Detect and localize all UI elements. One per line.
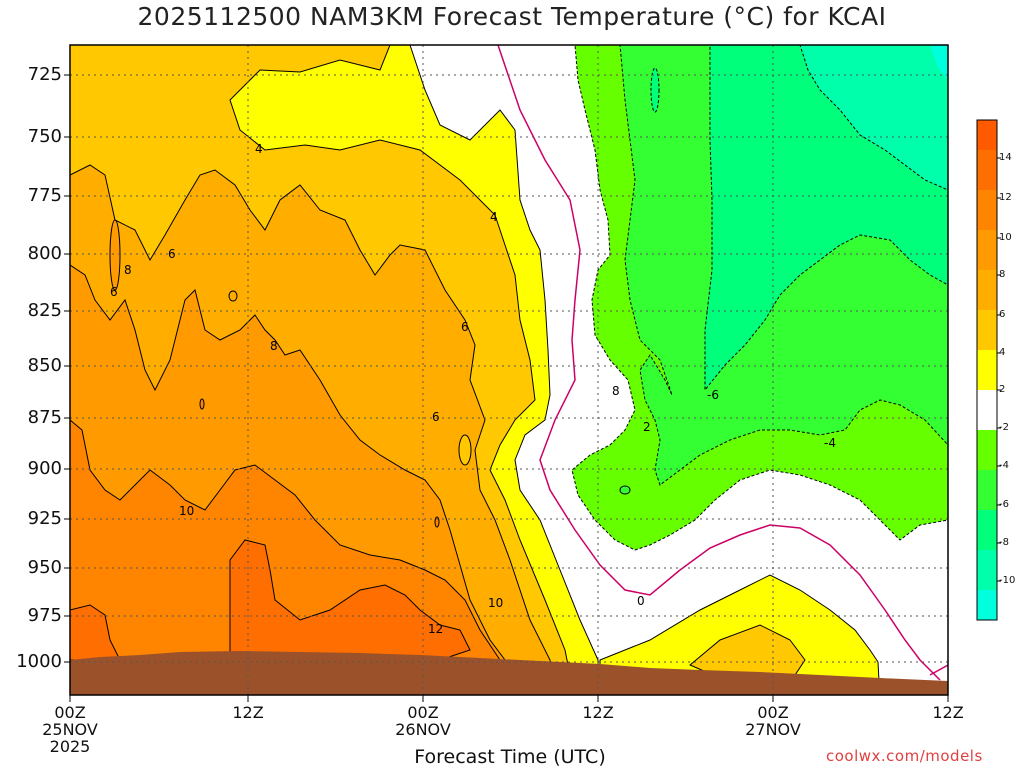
colorbar-band bbox=[977, 350, 997, 390]
band-below-minus-10 bbox=[930, 45, 948, 80]
y-tick-label: 1000 bbox=[16, 651, 62, 672]
colorbar-band bbox=[977, 270, 997, 310]
y-ticks bbox=[64, 74, 70, 663]
contour-label: 6 bbox=[432, 410, 440, 424]
colorbar-band bbox=[977, 470, 997, 510]
credit-link[interactable]: coolwx.com/models bbox=[826, 747, 983, 765]
colorbar-label: -2 bbox=[999, 422, 1009, 433]
contour-label: -6 bbox=[707, 388, 719, 402]
y-tick-label: 950 bbox=[27, 557, 62, 578]
colorbar-label: 6 bbox=[999, 309, 1006, 320]
x-tick-date: 27NOV bbox=[745, 720, 801, 739]
contour-label: 2 bbox=[643, 420, 651, 434]
chart-title: 2025112500 NAM3KM Forecast Temperature (… bbox=[137, 2, 887, 31]
y-tick-label: 825 bbox=[27, 300, 62, 321]
colorbar-band bbox=[977, 510, 997, 550]
colorbar-band bbox=[977, 120, 997, 150]
contour-label: 8 bbox=[612, 384, 620, 398]
y-tick-label: 925 bbox=[27, 508, 62, 529]
contour-label: -4 bbox=[824, 436, 836, 450]
y-tick-label: 725 bbox=[27, 64, 62, 85]
contour-label: 4 bbox=[490, 210, 498, 224]
x-tick-time: 12Z bbox=[232, 703, 264, 722]
x-tick-label: 12Z bbox=[568, 704, 628, 721]
colorbar-band bbox=[977, 190, 997, 230]
zero-contour bbox=[497, 45, 941, 681]
band-12-14 bbox=[70, 539, 471, 661]
colorbar-label: -6 bbox=[999, 499, 1009, 510]
y-tick-label: 875 bbox=[27, 407, 62, 428]
contour-label: 6 bbox=[110, 285, 118, 299]
x-tick-time: 00Z bbox=[757, 703, 789, 722]
colorbar-band bbox=[977, 390, 997, 430]
colorbar-label: -10 bbox=[999, 575, 1016, 586]
colorbar bbox=[976, 119, 1001, 621]
x-tick-date: 26NOV bbox=[395, 720, 451, 739]
colorbar-band bbox=[977, 150, 997, 190]
y-tick-label: 900 bbox=[27, 458, 62, 479]
x-tick-time: 00Z bbox=[54, 703, 86, 722]
colorbar-band bbox=[977, 430, 997, 470]
x-tick-time: 00Z bbox=[407, 703, 439, 722]
x-axis-title: Forecast Time (UTC) bbox=[414, 746, 606, 768]
colorbar-label: -8 bbox=[999, 537, 1009, 548]
contour-blob bbox=[619, 485, 631, 495]
zero-contour-lower bbox=[929, 664, 948, 676]
x-tick-label: 00Z 26NOV bbox=[393, 704, 453, 738]
colorbar-band bbox=[977, 590, 997, 620]
contour-blob bbox=[458, 434, 472, 466]
contour-label: 10 bbox=[179, 504, 195, 518]
y-tick-label: 775 bbox=[27, 185, 62, 206]
contour-label: 8 bbox=[124, 263, 132, 277]
grid bbox=[70, 45, 948, 695]
x-tick-label: 00Z 27NOV bbox=[743, 704, 803, 738]
colorbar-label: 2 bbox=[999, 384, 1006, 395]
y-tick-label: 850 bbox=[27, 355, 62, 376]
contour-blob bbox=[199, 398, 205, 410]
x-ticks bbox=[69, 695, 949, 702]
colorbar-band bbox=[977, 230, 997, 270]
contour-blob bbox=[109, 219, 121, 291]
terrain bbox=[70, 651, 948, 695]
x-tick-label: 12Z bbox=[218, 704, 278, 721]
colorbar-band bbox=[977, 310, 997, 350]
y-tick-label: 800 bbox=[27, 243, 62, 264]
contour-blob bbox=[228, 290, 238, 302]
colorbar-label: 12 bbox=[999, 192, 1012, 203]
x-tick-date: 25NOV bbox=[42, 720, 98, 739]
colorbar-label: 10 bbox=[999, 232, 1012, 243]
contour-label: 4 bbox=[255, 142, 263, 156]
colorbar-label: -4 bbox=[999, 460, 1009, 471]
contour-label: 0 bbox=[637, 594, 645, 608]
contour-label: 6 bbox=[461, 320, 469, 334]
contour-label: 8 bbox=[270, 339, 278, 353]
x-tick-label: 00Z 25NOV 2025 bbox=[40, 704, 100, 755]
colorbar-label: 14 bbox=[999, 152, 1012, 163]
y-tick-label: 975 bbox=[27, 605, 62, 626]
plot-frame bbox=[69, 44, 949, 696]
contour-label: 12 bbox=[428, 622, 444, 636]
x-tick-time: 12Z bbox=[932, 703, 964, 722]
y-tick-label: 750 bbox=[27, 126, 62, 147]
x-tick-year: 2025 bbox=[49, 737, 91, 756]
colorbar-label: 4 bbox=[999, 347, 1006, 358]
x-tick-label: 12Z bbox=[918, 704, 978, 721]
contour-blob bbox=[650, 67, 660, 113]
colorbar-label: 8 bbox=[999, 269, 1006, 280]
contour-label: 6 bbox=[168, 247, 176, 261]
band-minus-8-minus-10 bbox=[799, 45, 948, 191]
x-tick-time: 12Z bbox=[582, 703, 614, 722]
colorbar-band bbox=[977, 550, 997, 590]
contour-label: 10 bbox=[488, 596, 504, 610]
colorbar-frame bbox=[976, 119, 998, 621]
